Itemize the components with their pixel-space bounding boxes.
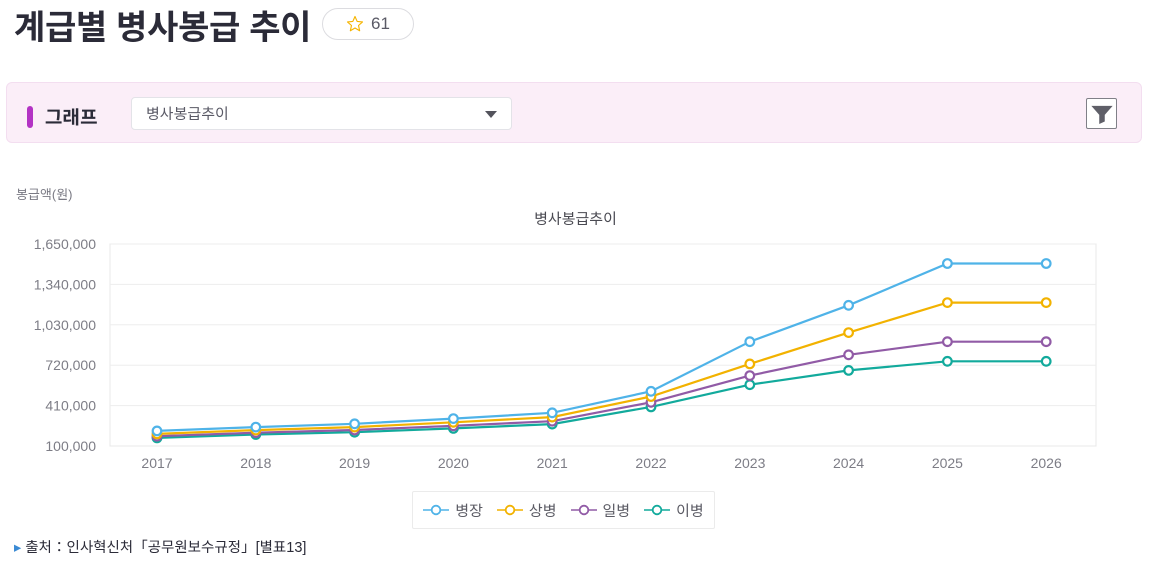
svg-text:2025: 2025: [932, 455, 963, 471]
svg-text:100,000: 100,000: [45, 438, 96, 454]
svg-text:2019: 2019: [339, 455, 370, 471]
svg-text:2017: 2017: [141, 455, 172, 471]
svg-text:2020: 2020: [438, 455, 469, 471]
svg-text:2022: 2022: [635, 455, 666, 471]
svg-text:1,340,000: 1,340,000: [34, 276, 96, 292]
svg-text:2026: 2026: [1031, 455, 1062, 471]
svg-text:1,650,000: 1,650,000: [34, 236, 96, 252]
svg-text:2023: 2023: [734, 455, 765, 471]
svg-text:2021: 2021: [537, 455, 568, 471]
svg-text:2024: 2024: [833, 455, 864, 471]
svg-text:1,030,000: 1,030,000: [34, 317, 96, 333]
svg-text:410,000: 410,000: [45, 398, 96, 414]
svg-text:720,000: 720,000: [45, 357, 96, 373]
svg-text:2018: 2018: [240, 455, 271, 471]
